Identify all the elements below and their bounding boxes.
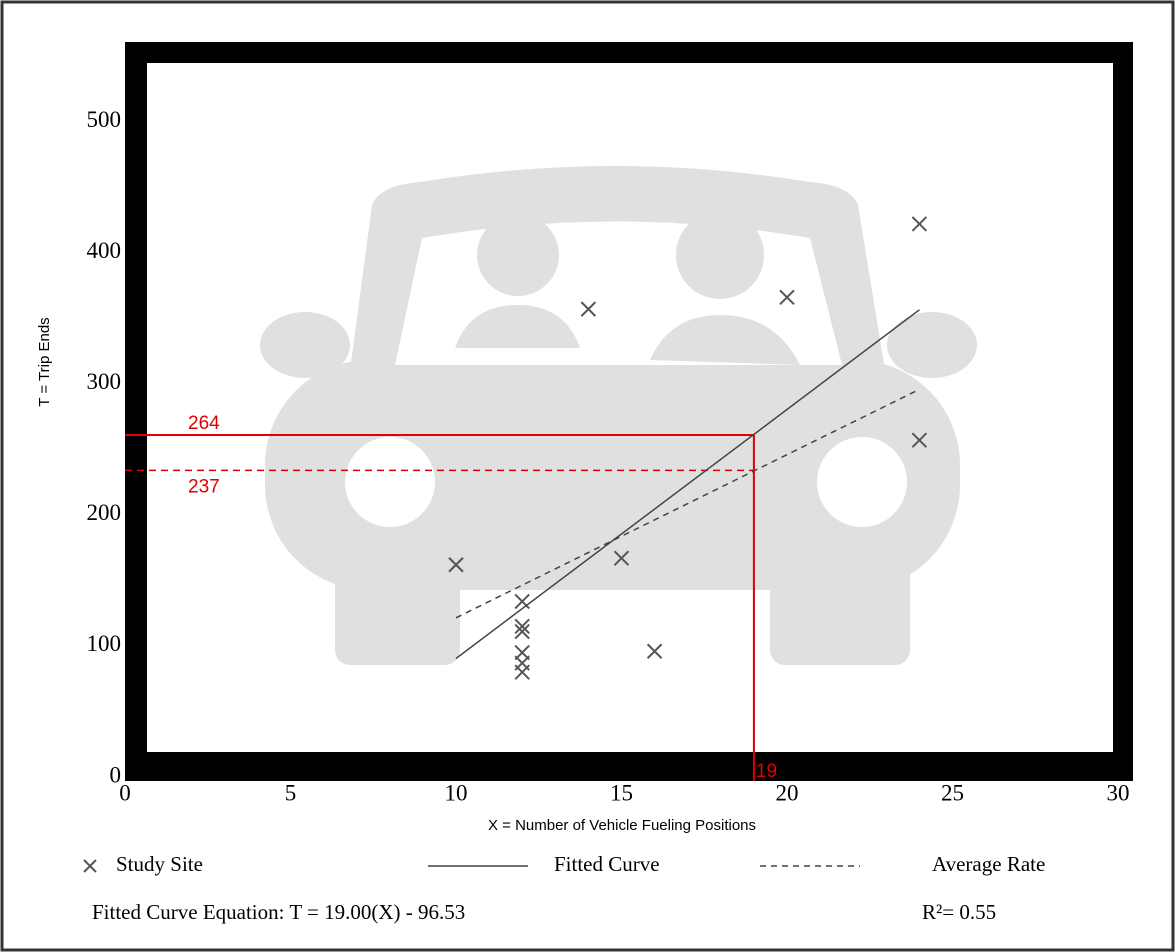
- reference-fitted-label: 264: [188, 413, 220, 434]
- x-tick-label: 15: [610, 780, 633, 805]
- study-site-point: [646, 643, 663, 659]
- x-tick-label: 25: [941, 780, 964, 805]
- r-squared: R²= 0.55: [922, 900, 996, 924]
- study-site-point: [613, 550, 630, 566]
- x-tick-label: 30: [1107, 780, 1130, 805]
- reference-x-label: 19: [756, 761, 777, 782]
- y-tick-label: 200: [87, 500, 122, 525]
- legend-label: Fitted Curve: [554, 852, 660, 876]
- legend-marker: [83, 859, 97, 873]
- x-tick-label: 0: [119, 780, 131, 805]
- study-site-point: [779, 289, 795, 306]
- study-site-point: [514, 618, 530, 635]
- car-watermark: [260, 166, 977, 665]
- y-tick-label: 100: [87, 631, 122, 656]
- equation: Fitted Curve Equation: T = 19.00(X) - 96…: [92, 900, 465, 924]
- study-site-point: [514, 664, 530, 680]
- study-site-point: [448, 557, 464, 573]
- y-axis-label: T = Trip Ends: [36, 317, 53, 406]
- x-tick-label: 10: [445, 780, 468, 805]
- study-site-point: [580, 301, 597, 317]
- legend-label: Average Rate: [932, 852, 1045, 876]
- y-tick-label: 300: [87, 369, 122, 394]
- x-tick-label: 5: [285, 780, 297, 805]
- x-axis-label: X = Number of Vehicle Fueling Positions: [488, 817, 756, 834]
- legend-label: Study Site: [116, 852, 203, 876]
- series-line: [455, 388, 920, 619]
- x-tick-label: 20: [776, 780, 799, 805]
- study-site-point: [514, 623, 530, 640]
- y-tick-label: 0: [110, 762, 122, 787]
- series-line: [455, 309, 920, 660]
- reference-average-label: 237: [188, 476, 220, 497]
- y-tick-label: 500: [87, 107, 122, 132]
- y-tick-label: 400: [87, 238, 122, 263]
- study-site-point: [911, 432, 928, 448]
- study-site-point: [911, 216, 928, 232]
